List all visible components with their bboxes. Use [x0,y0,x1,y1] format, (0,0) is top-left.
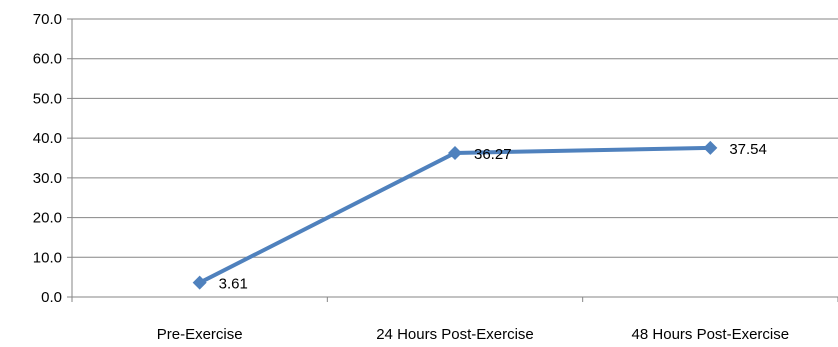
y-tick-label: 20.0 [33,210,62,227]
y-tick-label: 70.0 [33,11,62,28]
series-line [198,145,711,285]
y-tick-label: 10.0 [33,249,62,266]
x-category-label: 48 Hours Post-Exercise [632,326,790,343]
x-axis-category-labels: Pre-Exercise 24 Hours Post-Exercise 48 Hou… [157,326,789,343]
y-tick-label: 50.0 [33,90,62,107]
y-tick-label: 60.0 [33,51,62,68]
y-tick-label: 30.0 [33,170,62,187]
x-axis-ticks [71,297,838,302]
data-labels: 3.61 36.27 37.54 [219,141,767,293]
series-markers [192,140,718,290]
data-point-marker [703,140,718,155]
y-tick-label: 40.0 [33,130,62,147]
x-category-label: 24 Hours Post-Exercise [376,326,534,343]
data-point-marker [192,275,207,290]
data-label: 3.61 [219,276,248,293]
x-category-label: Pre-Exercise [157,326,243,343]
data-label: 37.54 [729,141,767,158]
data-label: 36.27 [474,146,512,163]
y-tick-label: 0.0 [41,289,62,306]
gridlines [72,18,838,258]
data-point-marker [448,145,462,160]
y-axis-ticks [67,18,72,298]
y-axis-tick-labels: 0.0 10.0 20.0 30.0 40.0 50.0 60.0 70.0 [33,11,62,306]
